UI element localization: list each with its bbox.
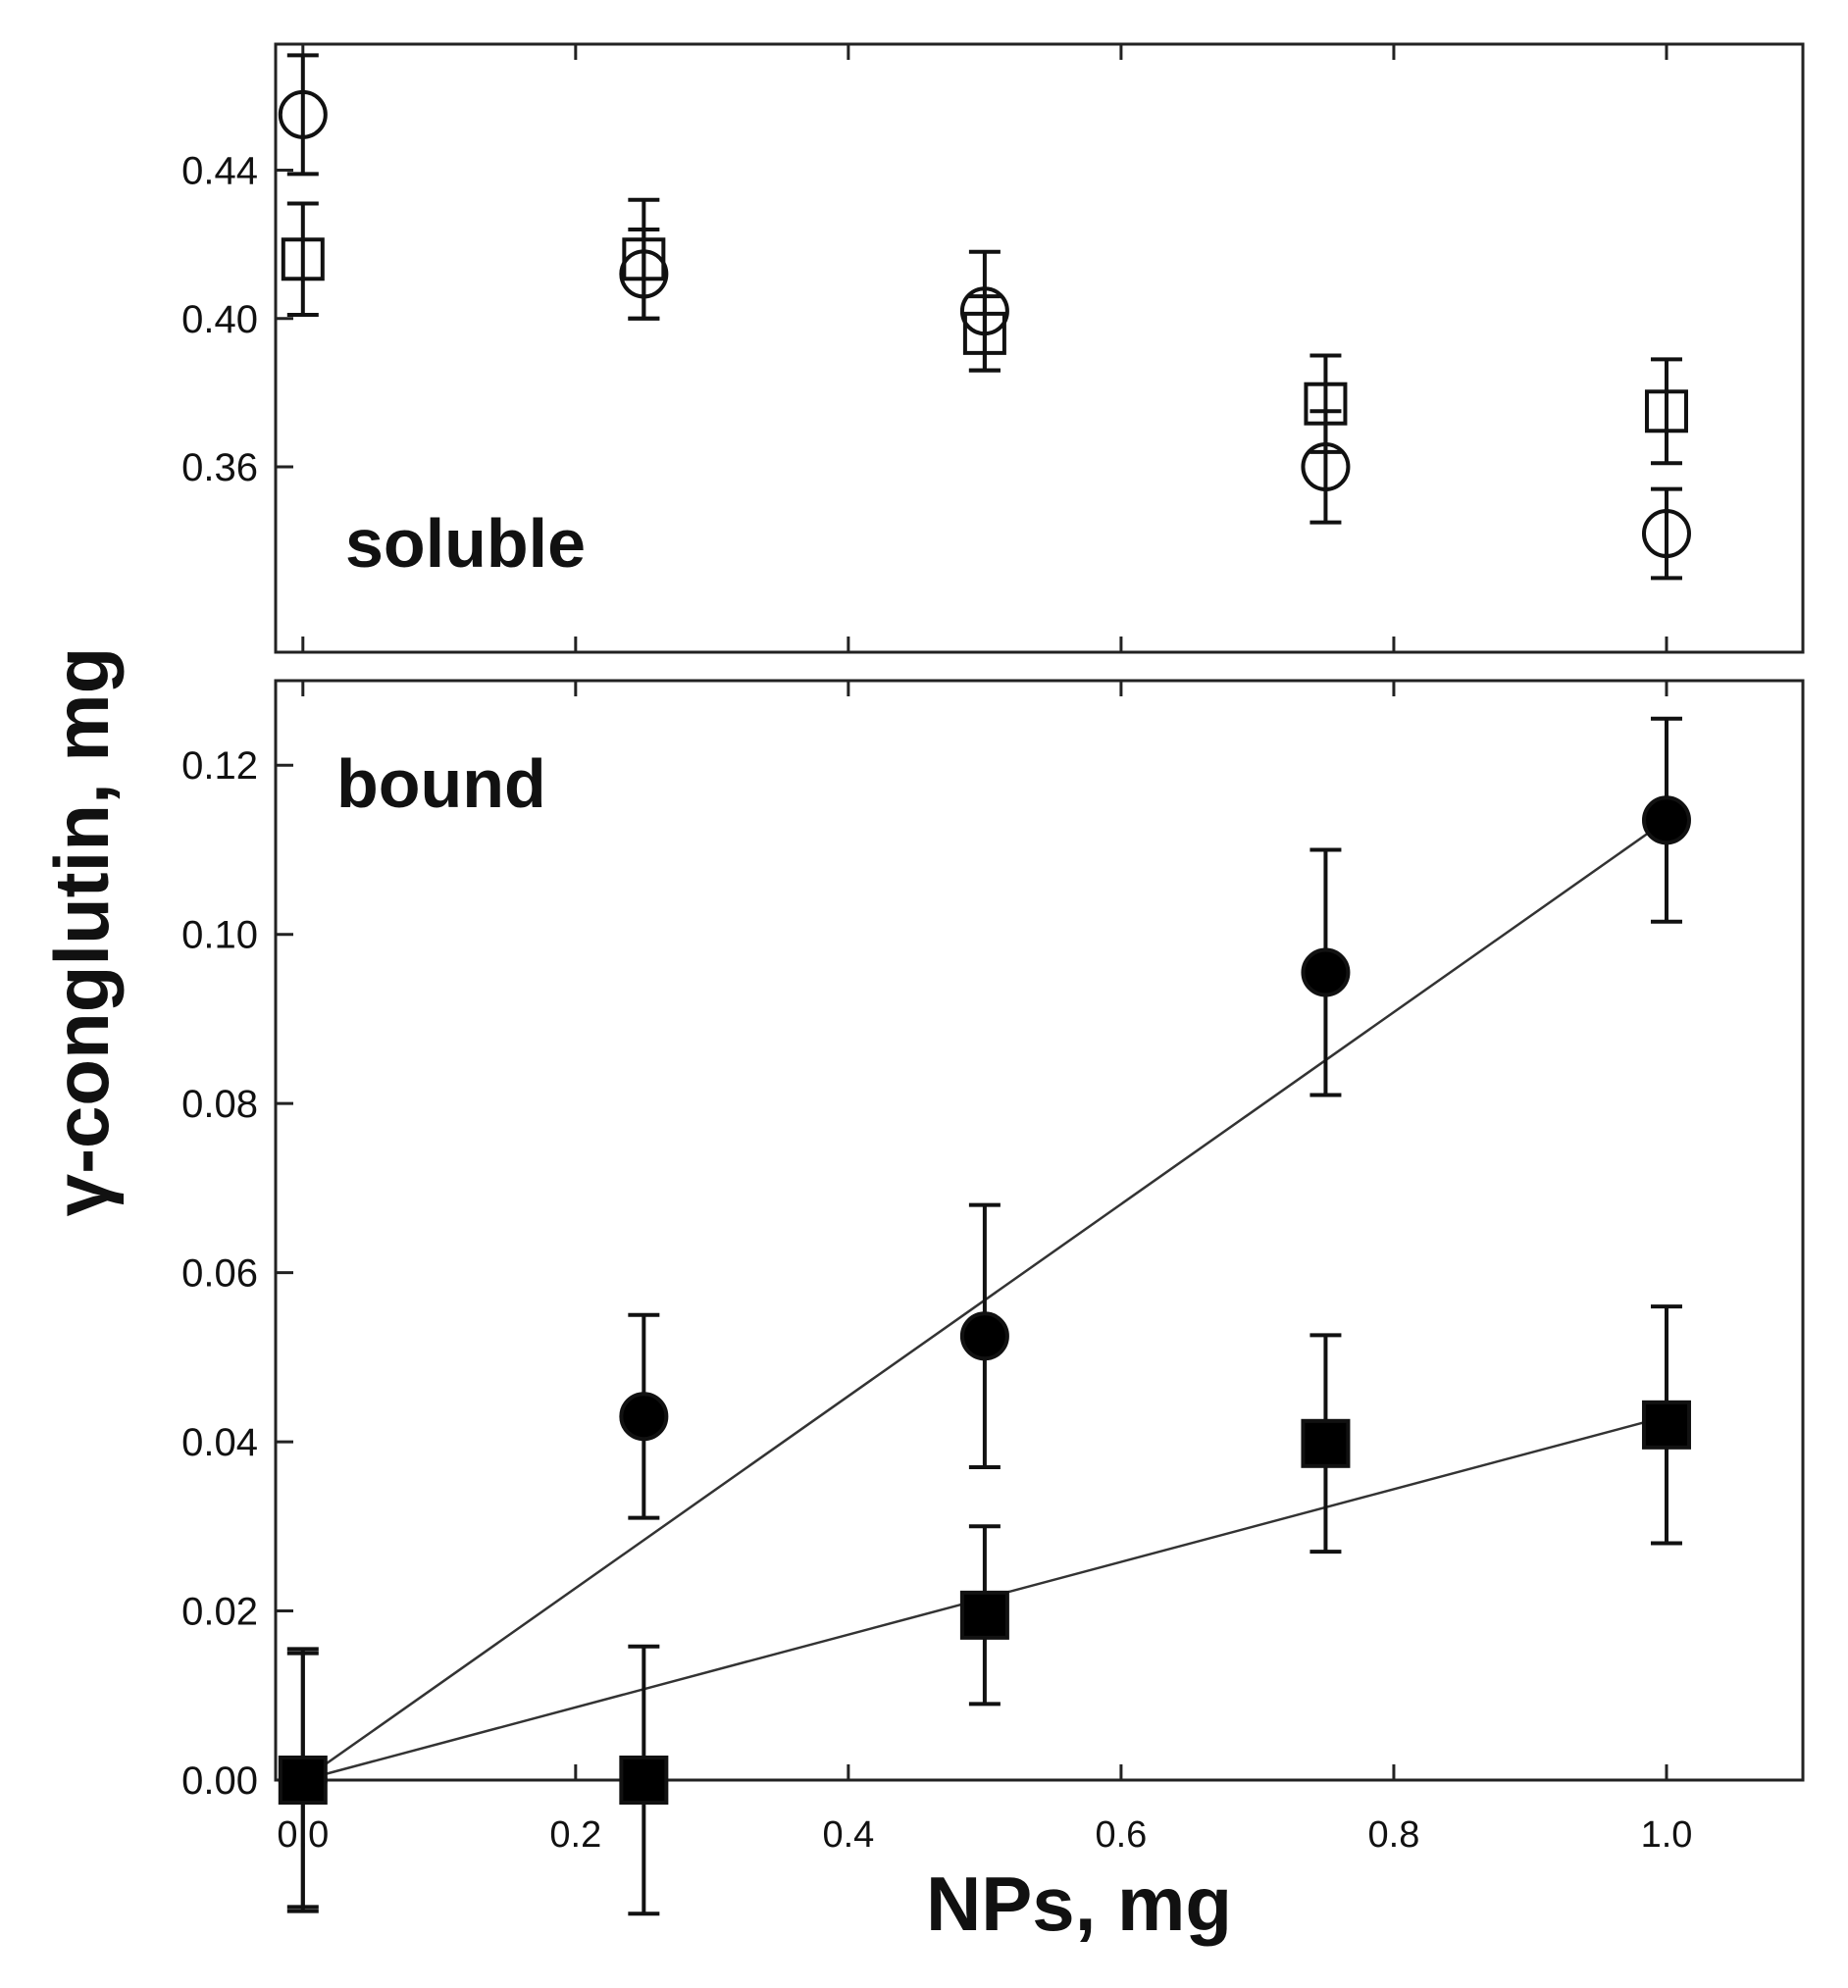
bound-y-tick-label: 0.08 (181, 1083, 258, 1126)
data-point-square (962, 311, 1006, 355)
data-point-circle (1641, 509, 1691, 559)
bound-series (278, 716, 1691, 1916)
soluble-series (278, 53, 1691, 581)
soluble-plot-frame (274, 42, 1805, 654)
data-point-circle (1641, 795, 1691, 845)
bound-y-tick-label: 0.12 (181, 744, 258, 788)
x-tick-label: 0.6 (1095, 1814, 1147, 1856)
data-point-square (281, 237, 325, 281)
data-point-circle (959, 1311, 1009, 1361)
data-point-square (1641, 1400, 1691, 1450)
data-point-square (619, 1756, 669, 1805)
soluble-panel: 0.36 0.40 0.44 soluble (181, 42, 1805, 654)
bound-y-tick-label: 0.10 (181, 914, 258, 957)
soluble-ticks: 0.36 0.40 0.44 (181, 44, 1668, 652)
bound-y-tick-label: 0.04 (181, 1421, 258, 1464)
data-point-square (622, 237, 666, 281)
data-point-circle (619, 1392, 669, 1442)
bound-y-tick-label: 0.06 (181, 1252, 258, 1296)
data-point-square (1301, 1418, 1351, 1468)
data-point-circle (1301, 947, 1351, 997)
x-tick-label: 0.4 (822, 1814, 874, 1856)
data-point-square (1304, 382, 1348, 426)
soluble-panel-label: soluble (345, 505, 586, 582)
bound-y-tick-label: 0.02 (181, 1591, 258, 1634)
bound-y-tick-label: 0.00 (181, 1759, 258, 1803)
data-point-circle (278, 89, 328, 139)
data-point-square (1644, 389, 1688, 433)
x-tick-label: 0.8 (1368, 1814, 1420, 1856)
bound-plot-frame (274, 679, 1805, 1782)
x-tick-label: 0.2 (549, 1814, 601, 1856)
data-point-square (278, 1756, 328, 1805)
y-axis-title: γ-conglutin, mg (38, 647, 125, 1217)
soluble-y-tick-label: 0.40 (181, 298, 258, 341)
soluble-y-tick-label: 0.44 (181, 150, 258, 193)
bound-panel-label: bound (336, 745, 546, 822)
bound-panel: 0.000.020.040.060.080.100.120.0 0.2 0.4 0.6… (181, 679, 1805, 1916)
bound-ticks: 0.000.020.040.060.080.100.120.0 0.2 0.4 0.6… (181, 681, 1692, 1856)
soluble-y-tick-label: 0.36 (181, 446, 258, 489)
x-axis-title: NPs, mg (926, 1861, 1232, 1947)
data-point-square (959, 1590, 1009, 1640)
x-tick-label: 1.0 (1641, 1814, 1693, 1856)
